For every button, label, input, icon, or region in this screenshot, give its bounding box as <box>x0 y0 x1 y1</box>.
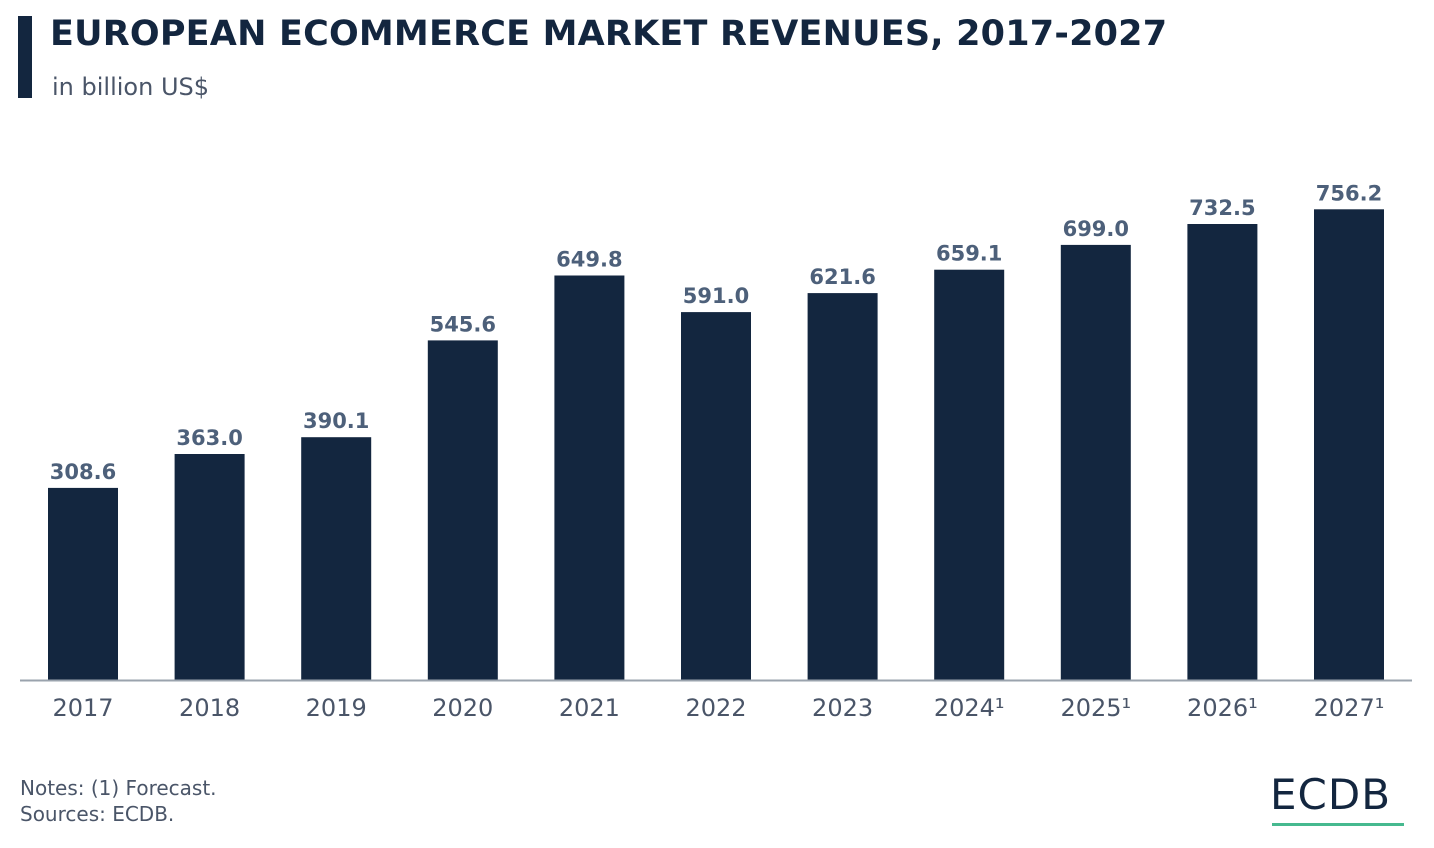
bar-2022 <box>681 312 751 680</box>
bar-2027 <box>1314 209 1384 681</box>
value-label: 699.0 <box>1063 217 1129 241</box>
logo-text: ECDB <box>1270 770 1392 819</box>
title-accent-bar <box>18 16 32 98</box>
value-label: 649.8 <box>556 248 622 272</box>
value-label: 659.1 <box>936 242 1002 266</box>
value-label: 545.6 <box>430 312 496 336</box>
sources-text: Sources: ECDB. <box>20 802 175 826</box>
x-tick-label: 2027¹ <box>1314 694 1385 722</box>
x-tick-label: 2023 <box>812 694 873 722</box>
x-tick-label: 2019 <box>306 694 367 722</box>
chart-subtitle: in billion US$ <box>52 73 210 101</box>
value-label: 591.0 <box>683 284 749 308</box>
bar-2023 <box>807 293 878 680</box>
x-tick-label: 2018 <box>179 694 240 722</box>
value-label: 390.1 <box>303 409 369 433</box>
bar-2017 <box>48 487 118 680</box>
notes-block: Notes: (1) Forecast. Sources: ECDB. <box>20 775 217 827</box>
value-label: 756.2 <box>1316 181 1382 205</box>
bar-2021 <box>554 275 625 680</box>
notes-text: Notes: (1) Forecast. <box>20 776 217 800</box>
value-label: 363.0 <box>176 426 242 450</box>
logo-underline <box>1272 823 1404 826</box>
bar-2025 <box>1060 244 1131 680</box>
x-tick-label: 2025¹ <box>1060 694 1131 722</box>
x-tick-label: 2024¹ <box>934 694 1005 722</box>
x-tick-label: 2021 <box>559 694 620 722</box>
bar-2018 <box>174 454 245 680</box>
x-tick-label: 2026¹ <box>1187 694 1258 722</box>
value-label: 621.6 <box>809 265 875 289</box>
x-tick-label: 2020 <box>432 694 493 722</box>
value-label: 732.5 <box>1189 196 1255 220</box>
bar-2026 <box>1187 224 1258 680</box>
x-tick-label: 2017 <box>52 694 113 722</box>
bar-2019 <box>301 437 372 680</box>
bar-2024 <box>934 269 1005 680</box>
value-label: 308.6 <box>50 460 116 484</box>
chart-title: EUROPEAN ECOMMERCE MARKET REVENUES, 2017… <box>50 14 1168 54</box>
bar-2020 <box>427 340 498 680</box>
ecdb-logo: ECDB <box>1270 770 1406 830</box>
x-tick-label: 2022 <box>685 694 746 722</box>
